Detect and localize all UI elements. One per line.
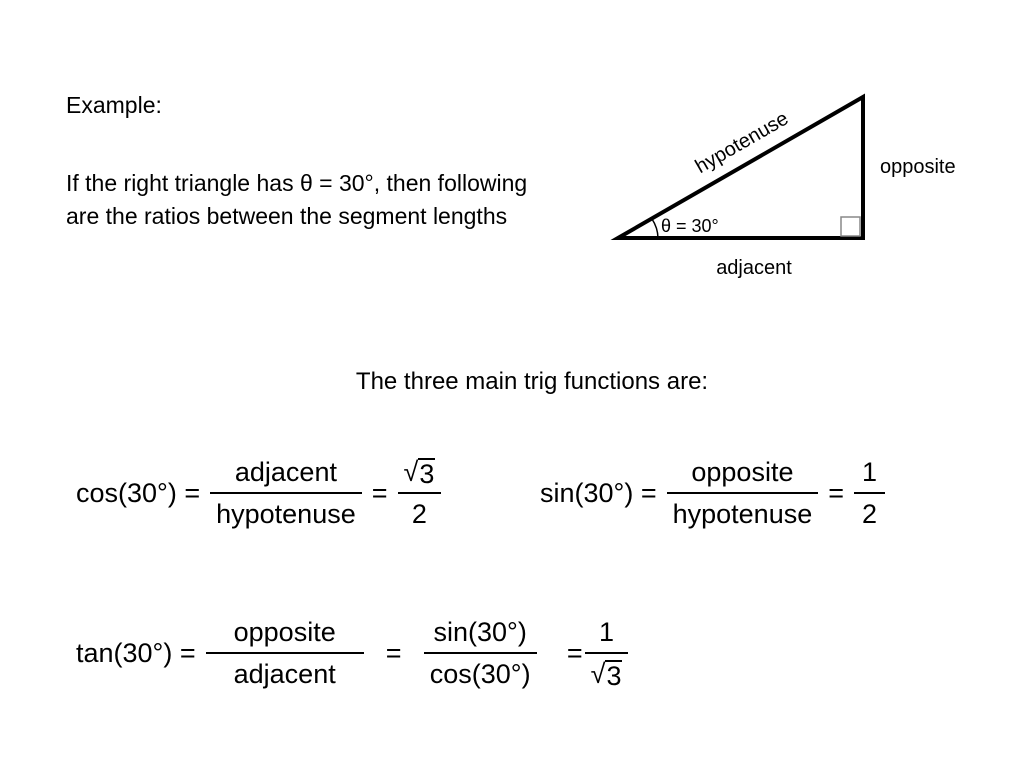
triangle-outline: [610, 93, 865, 240]
tan-value-fraction: 1 √ 3: [584, 616, 629, 691]
right-triangle-diagram: hypotenuse opposite adjacent θ = 30°: [610, 93, 956, 279]
cos-value-radicand: 3: [418, 458, 436, 489]
sin-equals: =: [828, 477, 845, 508]
sin-equation: sin(30°) = opposite hypotenuse = 1 2: [540, 456, 886, 530]
cos-value-denominator: 2: [397, 492, 442, 530]
sin-lhs: sin(30°) =: [540, 477, 657, 508]
tan-denominator: adjacent: [205, 652, 364, 690]
tan-lhs: tan(30°) =: [76, 637, 196, 668]
sin-denominator: hypotenuse: [666, 492, 819, 530]
sin-value-numerator: 1: [862, 457, 878, 487]
tan-sin-cos-fraction: sin(30°) cos(30°): [423, 616, 537, 690]
right-angle-marker: [840, 216, 861, 237]
tan-sin-numerator: sin(30°): [433, 617, 527, 647]
tan-numerator: opposite: [233, 617, 336, 647]
sin-numerator: opposite: [691, 457, 794, 487]
angle-label: θ = 30°: [661, 216, 719, 236]
cos-equals: =: [371, 477, 388, 508]
cos-denominator: hypotenuse: [210, 492, 362, 530]
sin-value-denominator: 2: [854, 492, 886, 530]
angle-arc: [651, 218, 659, 239]
sin-value-fraction: 1 2: [854, 456, 886, 530]
cos-ratio-fraction: adjacent hypotenuse: [210, 456, 362, 530]
tan-value-radicand: 3: [605, 660, 623, 691]
intro-paragraph: If the right triangle has θ = 30°, then …: [66, 170, 528, 229]
adjacent-label: adjacent: [716, 257, 792, 279]
tan-value-denominator: √ 3: [584, 652, 629, 691]
tan-equation: tan(30°) = opposite adjacent = sin(30°) …: [76, 616, 629, 691]
cos-lhs: cos(30°) =: [76, 477, 201, 508]
tan-cos-denominator: cos(30°): [423, 652, 537, 690]
cos-value-fraction: √ 3 2: [397, 456, 442, 530]
trig-functions-heading: The three main trig functions are:: [355, 368, 709, 395]
tan-ratio-fraction: opposite adjacent: [205, 616, 364, 690]
cos-value-numerator: √ 3: [403, 457, 436, 489]
tan-value-numerator: 1: [599, 617, 615, 647]
cos-numerator: adjacent: [234, 457, 337, 487]
tan-equals-1: =: [385, 637, 402, 668]
opposite-label: opposite: [880, 156, 956, 178]
tan-equals-2: =: [566, 637, 583, 668]
cos-equation: cos(30°) = adjacent hypotenuse = √ 3 2: [76, 456, 442, 530]
sin-ratio-fraction: opposite hypotenuse: [666, 456, 819, 530]
example-heading: Example:: [66, 92, 162, 118]
